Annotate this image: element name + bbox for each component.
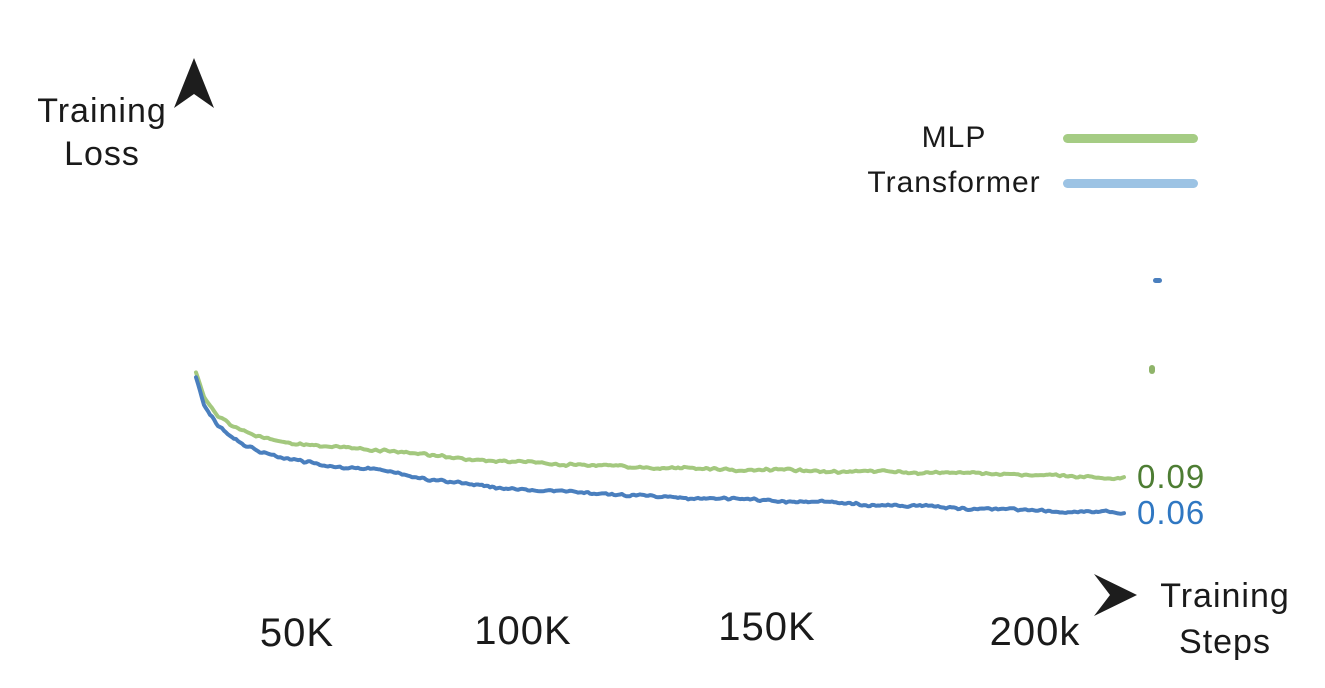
stray-mark-blue <box>1153 278 1162 283</box>
y-axis-arrowhead-icon <box>174 58 214 108</box>
final-value-mlp: 0.09 <box>1137 458 1206 495</box>
x-tick-100k: 100K <box>474 609 572 653</box>
x-axis-title-line2: Steps <box>1179 623 1271 661</box>
x-axis-title-line1: Training <box>1160 577 1290 615</box>
legend-swatch-mlp-line-icon <box>1063 133 1198 143</box>
stray-mark-green <box>1149 365 1155 374</box>
legend: MLP Transformer <box>853 121 1198 200</box>
x-tick-200k: 200k <box>989 610 1081 654</box>
legend-item-transformer: Transformer <box>853 166 1198 200</box>
legend-label-transformer: Transformer <box>867 166 1041 199</box>
x-tick-50k: 50K <box>259 611 335 655</box>
curve-transformer <box>194 375 1126 516</box>
y-axis-title: Training Loss <box>18 90 186 176</box>
x-tick-150k: 150K <box>718 605 816 649</box>
y-axis-title-line2: Loss <box>64 135 140 173</box>
legend-label-mlp: MLP <box>921 121 987 154</box>
x-axis-title: Training Steps <box>1150 573 1300 665</box>
legend-item-mlp: MLP <box>853 121 1198 155</box>
final-value-transformer: 0.06 <box>1137 494 1206 531</box>
x-axis-arrowhead-icon <box>1094 574 1137 616</box>
curve-mlp <box>194 370 1126 482</box>
y-axis-title-line1: Training <box>37 92 167 130</box>
legend-swatch-transformer-line-icon <box>1063 178 1198 188</box>
